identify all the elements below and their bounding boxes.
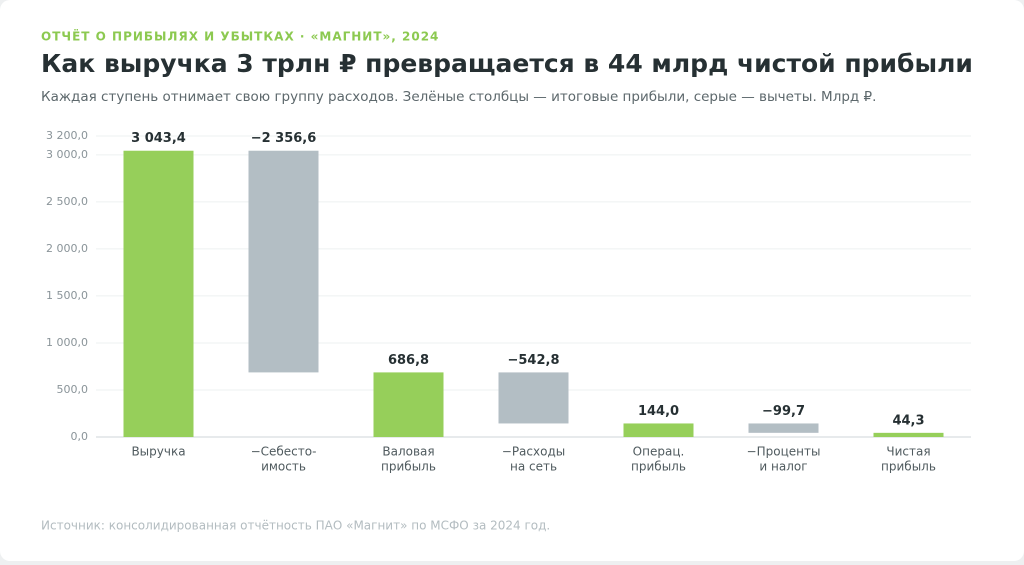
bar — [123, 150, 194, 437]
x-tick-label: Операц. — [633, 445, 685, 459]
y-tick-label: 500,0 — [57, 383, 89, 396]
x-tick-label: прибыль — [881, 460, 936, 474]
x-tick-label: Валовая — [382, 445, 434, 459]
bar — [623, 423, 694, 437]
x-tick-label: прибыль — [381, 460, 436, 474]
kicker: ОТЧЁТ О ПРИБЫЛЯХ И УБЫТКАХ · «МАГНИТ», 2… — [41, 29, 439, 44]
x-tick-label: и налог — [759, 460, 807, 474]
bar — [248, 150, 319, 373]
y-tick-label: 2 500,0 — [46, 195, 88, 208]
value-label: 3 043,4 — [131, 131, 186, 146]
x-tick-label: −Себесто- — [251, 445, 317, 459]
bar — [498, 372, 569, 424]
x-tick-label: прибыль — [631, 460, 686, 474]
x-tick-label: на сеть — [510, 460, 557, 474]
y-tick-label: 1 500,0 — [46, 289, 88, 302]
bar — [373, 372, 444, 437]
value-label: 44,3 — [892, 413, 924, 428]
bar — [873, 432, 944, 437]
subtitle: Каждая ступень отнимает свою группу расх… — [41, 89, 876, 105]
y-tick-label: 0,0 — [71, 430, 89, 443]
y-tick-label: 2 000,0 — [46, 242, 88, 255]
value-label: −2 356,6 — [251, 131, 317, 146]
y-tick-label: 1 000,0 — [46, 336, 88, 349]
y-tick-label: 3 000,0 — [46, 148, 88, 161]
value-label: 144,0 — [638, 404, 679, 419]
bar — [748, 423, 819, 433]
chart-title: Как выручка 3 трлн ₽ превращается в 44 м… — [41, 49, 973, 78]
x-tick-label: Чистая — [886, 445, 930, 459]
x-tick-label: Выручка — [131, 445, 185, 459]
x-tick-label: имость — [261, 460, 306, 474]
value-label: −542,8 — [507, 353, 559, 368]
y-tick-label: 3 200,0 — [46, 129, 88, 142]
value-label: 686,8 — [388, 353, 429, 368]
source: Источник: консолидированная отчётность П… — [41, 519, 550, 533]
x-tick-label: −Расходы — [502, 445, 565, 459]
value-label: −99,7 — [762, 404, 805, 419]
x-tick-label: −Проценты — [747, 445, 821, 459]
